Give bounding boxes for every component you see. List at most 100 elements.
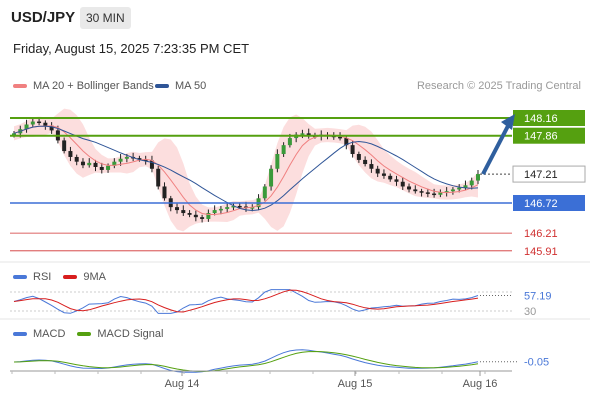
candle-body: [193, 214, 198, 218]
rsi-value: 57.19: [524, 290, 552, 302]
macd-line: [13, 349, 479, 373]
candle-body: [62, 140, 67, 152]
arrow-head: [501, 114, 515, 130]
resistance-label: 147.86: [524, 131, 558, 143]
candle-body: [206, 213, 211, 219]
support-label: 146.21: [524, 228, 558, 240]
candle: [269, 165, 274, 191]
candle-body: [149, 160, 154, 169]
ma20-line: [13, 125, 479, 215]
ma50-swatch: [155, 84, 169, 88]
candle-body: [162, 186, 167, 199]
price-levels: 148.16 147.86 147.21 146.72 146.21 145.91: [10, 110, 586, 258]
candle: [68, 146, 73, 162]
candle-body: [275, 154, 280, 169]
rsi-swatch: [13, 275, 27, 279]
rsi-value-bg: [516, 287, 556, 304]
x-tick-label: Aug 14: [165, 378, 200, 390]
candle-body: [37, 121, 42, 124]
candle-body: [43, 122, 48, 126]
candle: [218, 205, 223, 215]
candle-body: [30, 121, 35, 125]
candle-body: [438, 192, 443, 195]
candle: [381, 169, 386, 179]
candle-body: [156, 168, 161, 187]
candle-body: [432, 193, 437, 196]
candle-body: [457, 187, 462, 190]
support-tag: [513, 195, 585, 211]
legend-rsi: RSI 9MA: [13, 271, 106, 283]
candle-body: [338, 136, 343, 139]
candle: [200, 214, 205, 223]
datetime-stamp: Friday, August 15, 2025 7:23:35 PM CET: [13, 41, 250, 56]
ma50-label: MA 50: [175, 80, 207, 92]
candle-body: [218, 208, 223, 211]
candle: [450, 187, 455, 195]
candle: [419, 188, 424, 197]
candle: [275, 149, 280, 173]
candle-body: [419, 191, 424, 193]
candle-body: [250, 207, 255, 209]
candle: [231, 203, 236, 211]
candle: [444, 187, 449, 197]
candle-body: [381, 173, 386, 176]
rsi-ma-line: [13, 289, 479, 313]
candle-body: [463, 185, 468, 188]
candle: [181, 205, 186, 216]
candle: [476, 169, 480, 185]
candle: [87, 158, 92, 168]
candle: [49, 122, 54, 134]
candle: [143, 155, 148, 165]
candle-body: [212, 210, 217, 214]
candle-body: [74, 156, 79, 162]
candle: [30, 118, 35, 128]
candle: [407, 183, 412, 193]
candle-body: [49, 125, 54, 131]
candle-body: [137, 158, 142, 160]
candle-body: [469, 180, 474, 186]
candle: [413, 185, 418, 194]
candle: [137, 155, 142, 162]
legend-ma20: MA 20 + Bollinger Bands: [13, 80, 154, 92]
candle-body: [68, 151, 73, 157]
x-tick-label: Aug 15: [338, 378, 373, 390]
candle: [24, 119, 29, 133]
candle: [400, 177, 405, 191]
arrow-shaft: [481, 123, 511, 175]
candle-body: [99, 166, 104, 170]
candle: [432, 188, 437, 198]
projection-arrow: [481, 114, 515, 175]
candle: [463, 180, 468, 191]
macd-swatch: [13, 332, 27, 336]
rsi-panel: 703057.19: [10, 287, 556, 318]
candle: [74, 154, 79, 166]
candle-body: [187, 213, 192, 215]
macd-value: -0.05: [524, 357, 549, 369]
rsi-line: [13, 289, 479, 314]
candle: [112, 158, 117, 169]
support-label: 146.72: [524, 198, 558, 210]
candle: [43, 120, 48, 130]
candle: [363, 156, 368, 167]
legend-macd: MACD MACD Signal: [13, 328, 163, 340]
candle: [394, 175, 399, 186]
candle: [212, 205, 217, 216]
candle: [375, 165, 380, 178]
macd-signal-label: MACD Signal: [97, 328, 164, 340]
candle: [369, 159, 374, 173]
resistance-tag: [513, 127, 585, 144]
timeframe-badge[interactable]: 30 MIN: [80, 7, 131, 29]
candle-body: [350, 145, 355, 155]
candle: [350, 141, 355, 158]
candle: [80, 158, 85, 169]
legend-ma50: MA 50: [155, 80, 206, 92]
resistance-tag: [513, 110, 585, 126]
candle-body: [407, 186, 412, 190]
candle-body: [269, 168, 274, 187]
candle-body: [413, 189, 418, 192]
candle-body: [363, 159, 368, 165]
candle-body: [444, 191, 449, 193]
candle-body: [476, 174, 480, 181]
candle-body: [287, 138, 292, 146]
